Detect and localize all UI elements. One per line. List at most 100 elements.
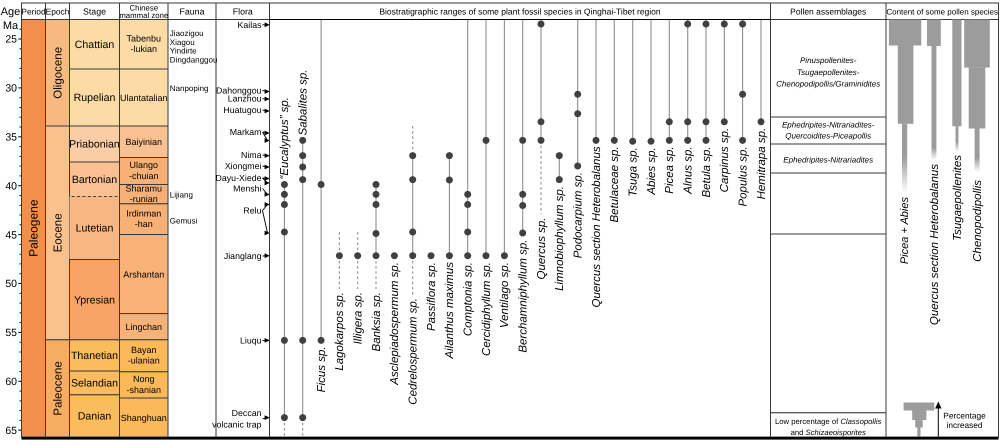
svg-text:65: 65	[5, 425, 17, 437]
svg-text:Picea + Abies: Picea + Abies	[899, 197, 911, 265]
svg-text:Abies sp.: Abies sp.	[646, 147, 658, 195]
svg-text:25: 25	[5, 34, 17, 46]
svg-text:Eocene: Eocene	[52, 213, 64, 252]
svg-text:Baiyinian: Baiyinian	[126, 137, 163, 147]
svg-text:-runian: -runian	[130, 194, 158, 204]
svg-text:Illigera sp.: Illigera sp.	[353, 292, 365, 344]
svg-text:Relu: Relu	[243, 206, 261, 216]
svg-text:Quercus section Heterobalanus: Quercus section Heterobalanus	[929, 164, 941, 325]
svg-text:increased: increased	[947, 420, 983, 430]
svg-text:Ulango: Ulango	[130, 160, 159, 170]
svg-text:Oligocene: Oligocene	[52, 47, 64, 99]
svg-text:-chuian: -chuian	[129, 171, 159, 181]
svg-text:Paleogene: Paleogene	[26, 199, 40, 257]
svg-text:Lingchan: Lingchan	[126, 322, 163, 332]
svg-text:Percentage: Percentage	[943, 411, 986, 421]
svg-text:Selandian: Selandian	[71, 378, 118, 390]
svg-text:Content of some pollen species: Content of some pollen species	[886, 8, 998, 17]
svg-text:Arshantan: Arshantan	[123, 269, 164, 279]
svg-text:Sharamu: Sharamu	[126, 183, 163, 193]
svg-text:Tabenbu: Tabenbu	[127, 34, 162, 44]
svg-text:Cercidiphyllum sp.: Cercidiphyllum sp.	[481, 262, 493, 356]
svg-text:Hemitrapa sp.: Hemitrapa sp.	[756, 128, 768, 200]
svg-text:Sabalites sp.: Sabalites sp.	[298, 70, 310, 136]
svg-text:Markam: Markam	[230, 127, 262, 137]
svg-text:Irdinman: Irdinman	[126, 208, 161, 218]
svg-text:Menshi: Menshi	[233, 184, 261, 194]
svg-text:Populus sp.: Populus sp.	[737, 146, 749, 206]
svg-text:Stage: Stage	[83, 7, 106, 17]
svg-text:Xiongmei: Xiongmei	[225, 161, 262, 171]
svg-text:Liuqu: Liuqu	[240, 336, 262, 346]
svg-text:-ulanian: -ulanian	[128, 356, 160, 366]
svg-text:Jianglang: Jianglang	[224, 251, 262, 261]
svg-text:40: 40	[5, 180, 17, 192]
svg-text:Low percentage of Classopollis: Low percentage of Classopollis	[775, 417, 882, 426]
svg-text:Age: Age	[1, 6, 21, 18]
svg-text:Pinuspollenites-: Pinuspollenites-	[800, 56, 857, 65]
svg-text:Ephedripites-Nitrariadites-: Ephedripites-Nitrariadites-	[782, 120, 875, 129]
svg-text:Paleocene: Paleocene	[52, 361, 64, 415]
svg-text:Lijiang: Lijiang	[170, 191, 193, 200]
svg-text:“Eucalyptus” sp.: “Eucalyptus” sp.	[279, 97, 291, 179]
svg-text:Chenopodipollis: Chenopodipollis	[972, 180, 984, 262]
svg-text:Priabonian: Priabonian	[69, 139, 120, 151]
svg-text:Kailas: Kailas	[238, 20, 263, 30]
svg-text:Ephedripites-Nitrariadites: Ephedripites-Nitrariadites	[783, 155, 873, 164]
svg-text:Ma: Ma	[3, 20, 19, 32]
svg-text:Lanzhou: Lanzhou	[228, 94, 262, 104]
svg-text:Gemusi: Gemusi	[170, 217, 198, 226]
svg-text:Lagokarpos sp.: Lagokarpos sp.	[334, 292, 346, 371]
svg-text:Ypresian: Ypresian	[74, 294, 115, 306]
svg-text:Nima: Nima	[241, 150, 262, 160]
svg-text:Quercus sp.: Quercus sp.	[536, 218, 548, 280]
svg-text:45: 45	[5, 229, 17, 241]
svg-text:Pollen assemblages: Pollen assemblages	[790, 7, 866, 17]
svg-text:Betulaceae sp.: Betulaceae sp.	[609, 146, 621, 222]
svg-text:Picea sp.: Picea sp.	[664, 146, 676, 193]
svg-text:Fauna: Fauna	[180, 7, 205, 17]
svg-text:Nong: Nong	[133, 374, 155, 384]
svg-text:Dayu-Xiede: Dayu-Xiede	[216, 173, 262, 183]
svg-text:Flora: Flora	[233, 7, 253, 17]
svg-text:Dingdanggou: Dingdanggou	[170, 56, 218, 65]
svg-text:Tsugaepollenites: Tsugaepollenites	[952, 155, 964, 241]
svg-text:Yindirte: Yindirte	[170, 47, 197, 56]
svg-text:Ventilago sp.: Ventilago sp.	[499, 262, 511, 328]
svg-text:Rupelian: Rupelian	[74, 92, 116, 104]
svg-text:Carpinus sp.: Carpinus sp.	[719, 128, 731, 193]
svg-text:55: 55	[5, 327, 17, 339]
svg-text:Deccan: Deccan	[232, 408, 262, 418]
svg-text:Nanpoping: Nanpoping	[170, 84, 209, 93]
svg-text:-shanian: -shanian	[127, 385, 162, 395]
svg-text:50: 50	[5, 278, 17, 290]
svg-text:Tsugaepollenites-: Tsugaepollenites-	[797, 68, 860, 77]
svg-text:Ulantatalian: Ulantatalian	[120, 93, 168, 103]
svg-text:volcanic trap: volcanic trap	[212, 420, 261, 430]
svg-text:Chattian: Chattian	[75, 39, 115, 51]
svg-text:Passiflora sp.: Passiflora sp.	[426, 262, 438, 331]
svg-text:Chenopodipollis/Graminidites: Chenopodipollis/Graminidites	[776, 80, 880, 89]
svg-text:Asclepiadospermum sp.: Asclepiadospermum sp.	[389, 262, 401, 386]
svg-text:Quercus section Heterobalanus: Quercus section Heterobalanus	[591, 146, 603, 307]
svg-text:60: 60	[5, 376, 17, 388]
svg-text:35: 35	[5, 132, 17, 144]
svg-text:-han: -han	[135, 219, 153, 229]
svg-text:-lukian: -lukian	[131, 44, 158, 54]
svg-text:Epoch: Epoch	[46, 7, 70, 17]
svg-text:Cedrelospermum sp.: Cedrelospermum sp.	[408, 298, 420, 405]
svg-text:Betula sp.: Betula sp.	[701, 146, 713, 197]
svg-text:30: 30	[5, 83, 17, 95]
svg-text:Comptonia sp.: Comptonia sp.	[463, 262, 475, 336]
svg-text:Podocarpium sp.: Podocarpium sp.	[573, 172, 585, 258]
svg-text:Bartonian: Bartonian	[72, 174, 117, 186]
svg-text:Berchamniphyllum sp.: Berchamniphyllum sp.	[518, 240, 530, 353]
svg-text:Ficus sp.: Ficus sp.	[316, 346, 328, 392]
svg-text:Limnobiophyllum sp.: Limnobiophyllum sp.	[554, 186, 566, 291]
svg-text:Bayan: Bayan	[131, 345, 157, 355]
svg-text:Period: Period	[21, 7, 46, 17]
svg-text:Biostratigraphic ranges of som: Biostratigraphic ranges of some plant fo…	[379, 7, 661, 17]
svg-text:Shanghuan: Shanghuan	[121, 413, 167, 423]
svg-text:Lutetian: Lutetian	[76, 223, 114, 235]
svg-text:and Schizaeoisporites: and Schizaeoisporites	[791, 428, 866, 437]
